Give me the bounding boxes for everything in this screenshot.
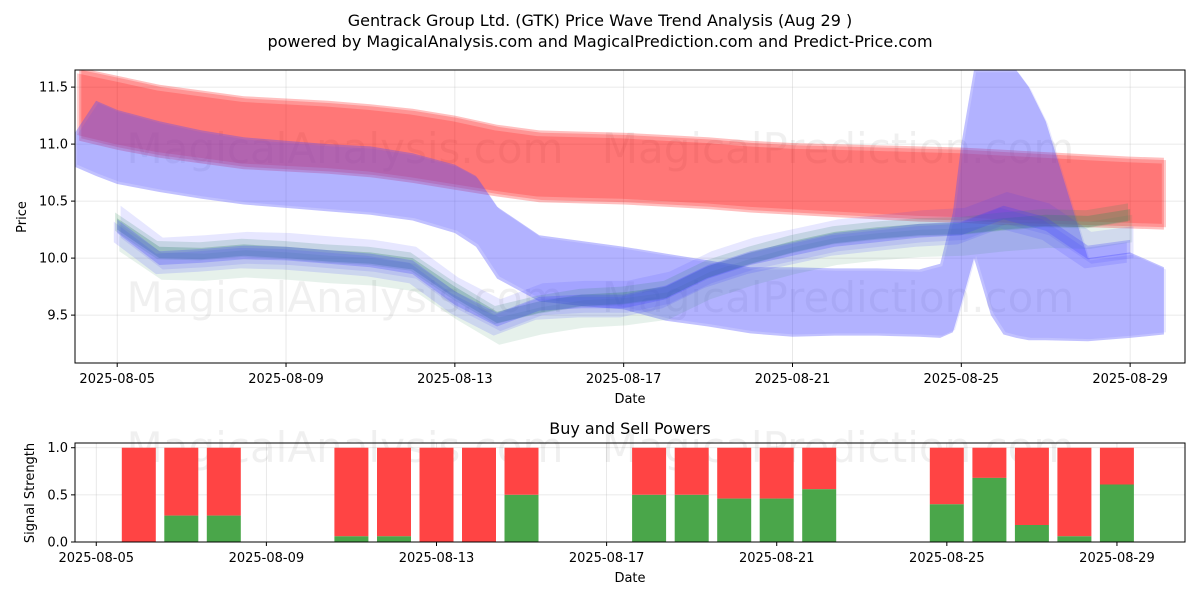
signal-y-tick-label: 0.5 [47,488,68,503]
buy-bar-5 [377,536,411,542]
price-y-tick-label: 11.5 [39,81,68,96]
price-panel: MagicalAnalysis.com MagicalPrediction.co… [15,69,1186,407]
signal-x-tick-label: 2025-08-29 [1079,551,1155,566]
buy-bar-18 [1099,484,1134,542]
watermark-analysis-top: MagicalAnalysis.com [127,124,564,173]
price-x-tick-label: 2025-08-17 [586,372,662,387]
signal-panel: Buy and Sell Powers MagicalAnalysis.com … [23,419,1186,586]
sell-bar-9 [632,447,667,495]
signal-x-tick-label: 2025-08-25 [909,551,985,566]
sell-bar-1 [121,447,156,542]
price-x-tick-label: 2025-08-21 [755,372,831,387]
buy-bar-15 [972,477,1007,542]
price-y-tick-label: 9.5 [47,309,68,324]
sell-bar-2 [164,447,199,516]
red-band-layer-3 [77,73,1162,224]
buy-bar-3 [206,515,241,542]
chart-subtitle: powered by MagicalAnalysis.com and Magic… [267,32,932,51]
green-ribbon-wide [119,214,1133,345]
price-x-tick-label: 2025-08-13 [417,372,493,387]
price-x-axis-label: Date [614,392,645,407]
buy-bar-4 [334,536,369,542]
sell-bar-17 [1057,447,1092,537]
signal-panel-frame [74,442,1186,543]
price-axis-label: Price [15,201,30,233]
blue-ribbon-wide [120,192,1134,332]
price-x-tick-label: 2025-08-09 [248,372,324,387]
buy-bar-8 [504,494,539,542]
buy-bar-13 [802,489,837,542]
sell-bar-10 [674,447,709,495]
buy-bar-2 [164,515,199,542]
price-y-tick-label: 11.0 [39,138,68,153]
red-band-layer-1 [79,70,1164,230]
price-x-tick-label: 2025-08-05 [79,372,155,387]
buy-bar-14 [929,504,964,542]
sell-bar-16 [1014,447,1049,525]
blue-ribbon-mid [113,207,1127,336]
sell-bar-11 [717,447,752,499]
price-x-tick-label: 2025-08-29 [1092,372,1168,387]
buy-bar-17 [1057,536,1092,542]
signal-x-tick-label: 2025-08-09 [229,551,305,566]
signal-y-tick-label: 1.0 [47,441,68,456]
sell-bar-3 [206,447,241,516]
buy-bar-11 [717,498,752,542]
watermark-prediction-mid: MagicalPrediction.com [602,273,1075,322]
blue-ribbon-core [117,205,1131,327]
chart-title: Gentrack Group Ltd. (GTK) Price Wave Tre… [348,11,852,30]
signal-x-tick-label: 2025-08-21 [739,551,815,566]
sell-bar-13 [802,447,837,490]
price-panel-frame [74,69,1186,364]
blue-band-layer-2 [77,72,1167,340]
signal-x-tick-label: 2025-08-17 [569,551,645,566]
green-ribbon-core [117,209,1131,324]
sell-bar-8 [504,447,539,495]
sell-bar-12 [759,447,794,499]
signal-x-axis-label: Date [614,571,645,586]
sell-bar-5 [377,447,411,537]
sell-bar-18 [1099,447,1134,485]
buy-bar-12 [759,498,794,542]
price-x-tick-label: 2025-08-25 [924,372,1000,387]
buy-bar-16 [1014,525,1049,542]
signal-panel-title: Buy and Sell Powers [549,419,711,438]
price-y-tick-label: 10.0 [39,252,68,267]
sell-bar-14 [929,447,964,505]
buy-bar-9 [632,494,667,542]
watermark-prediction-top: MagicalPrediction.com [602,124,1075,173]
price-y-tick-label: 10.5 [39,195,68,210]
watermark-analysis-mid: MagicalAnalysis.com [127,273,564,322]
buy-bar-10 [674,494,709,542]
signal-x-tick-label: 2025-08-05 [58,551,134,566]
blue-band-layer-1 [75,70,1164,342]
signal-y-tick-label: 0.0 [47,536,68,551]
sell-bar-4 [334,447,369,537]
signal-axis-label: Signal Strength [23,443,38,543]
price-series-group [75,70,1167,345]
sell-bar-15 [972,447,1007,478]
sell-bar-6 [419,447,454,542]
sell-bar-7 [462,447,496,542]
green-ribbon-mid [115,203,1129,325]
signal-x-tick-label: 2025-08-13 [399,551,475,566]
red-band-layer-2 [81,70,1166,228]
